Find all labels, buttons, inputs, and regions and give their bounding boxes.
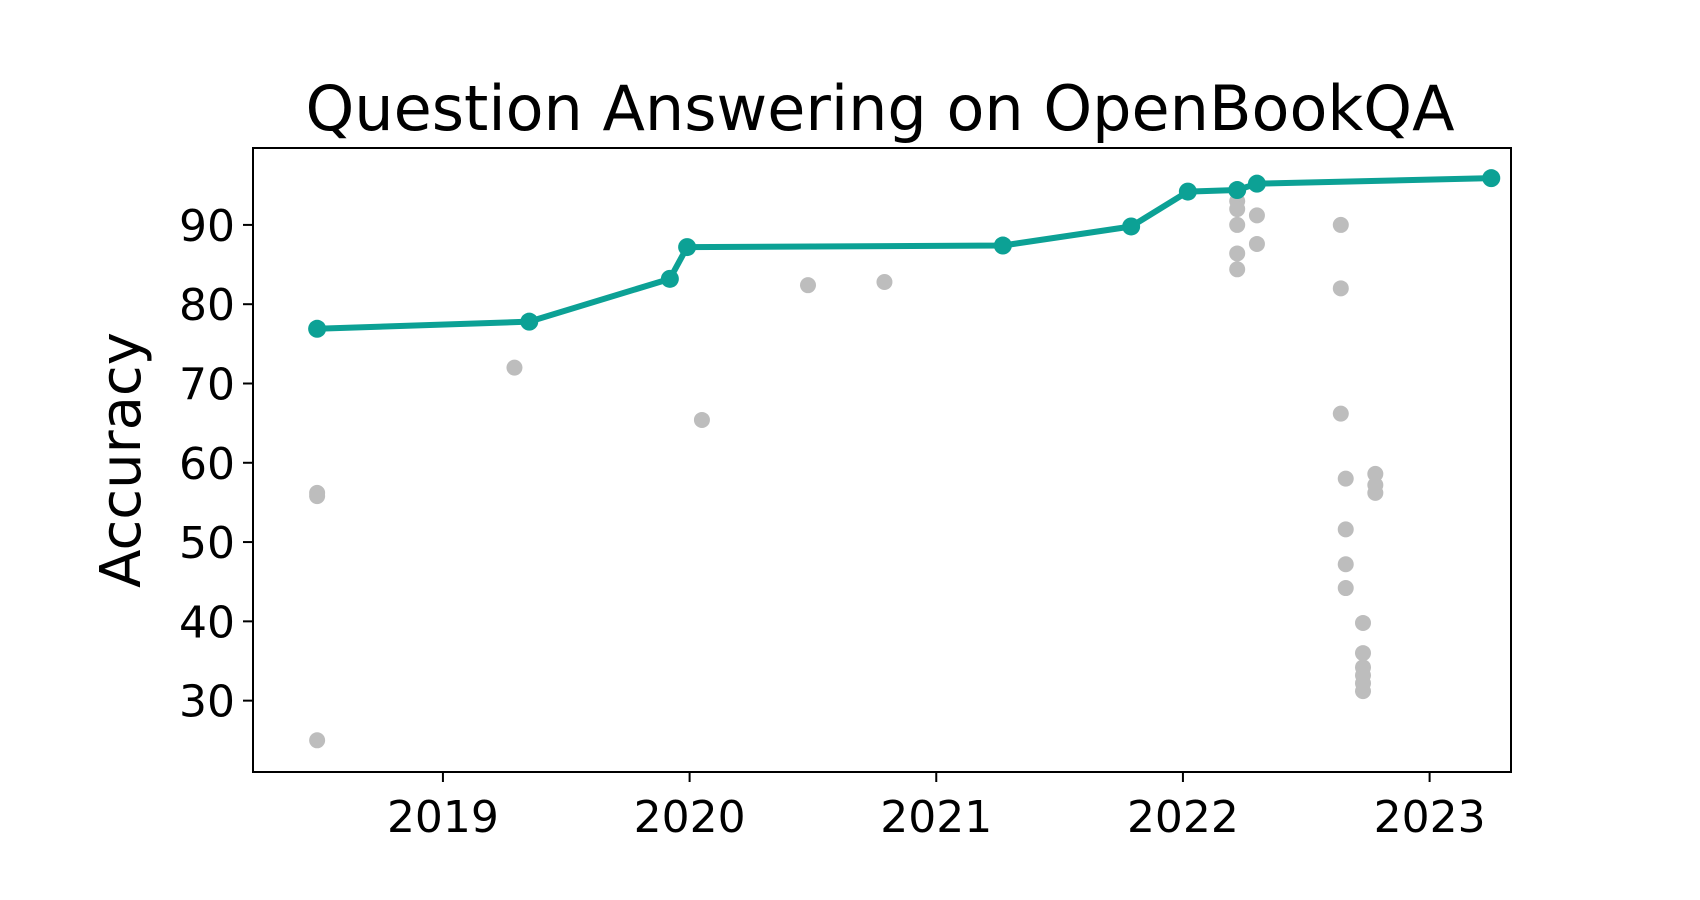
frontier-point	[1228, 181, 1247, 200]
y-tick-label: 90	[179, 201, 235, 252]
scatter-point	[1332, 280, 1349, 297]
y-tick-label: 30	[179, 677, 235, 728]
frontier-point	[678, 238, 697, 257]
scatter-point	[1367, 484, 1384, 501]
scatter-point	[1229, 201, 1246, 218]
scatter-point	[1337, 521, 1354, 538]
scatter-point	[506, 359, 523, 376]
plot-area	[308, 169, 1501, 749]
frontier-point	[1122, 217, 1141, 236]
frontier-point	[520, 312, 539, 331]
frontier-point	[1482, 169, 1501, 188]
scatter-point	[1248, 207, 1265, 224]
scatter-point	[693, 411, 710, 428]
y-tick-label: 60	[179, 439, 235, 490]
y-tick-label: 50	[179, 518, 235, 569]
x-tick-label: 2020	[634, 792, 746, 843]
y-axis-label: Accuracy	[89, 332, 154, 588]
scatter-point	[1229, 216, 1246, 233]
scatter-point	[1332, 216, 1349, 233]
scatter-point	[1337, 580, 1354, 597]
scatter-point	[1248, 235, 1265, 252]
scatter-point	[309, 488, 326, 505]
frontier-line	[317, 175, 1492, 332]
x-tick-label: 2021	[880, 792, 992, 843]
x-tick-label: 2022	[1127, 792, 1239, 843]
x-tick-label: 2023	[1374, 792, 1486, 843]
scatter-point	[1337, 470, 1354, 487]
scatter-point	[1355, 645, 1371, 662]
axes: 30 40 50 60 70 80 90 2019 2020 2021 2022 2023	[179, 201, 1486, 843]
frontier-point	[1178, 182, 1197, 201]
x-tick-label: 2019	[387, 792, 499, 843]
frontier-point	[993, 236, 1012, 255]
chart-title: Question Answering on OpenBookQA	[306, 72, 1455, 145]
y-tick-label: 40	[179, 597, 235, 648]
y-tick-label: 80	[179, 280, 235, 331]
frontier-point	[1247, 174, 1266, 193]
scatter-point	[1332, 405, 1349, 422]
scatter-point	[1337, 556, 1354, 573]
scatter-point	[1367, 465, 1384, 482]
scatter-point	[876, 273, 893, 290]
scatter-point	[1229, 261, 1246, 278]
scatter-point	[1355, 614, 1371, 631]
scatter-point	[1229, 245, 1246, 262]
scatter-point	[309, 732, 326, 749]
frontier-point	[660, 269, 679, 288]
y-tick-label: 70	[179, 359, 235, 410]
plot-frame	[252, 147, 1512, 773]
scatter-point	[1355, 683, 1371, 700]
frontier-point	[308, 319, 327, 338]
scatter-point	[800, 277, 816, 294]
